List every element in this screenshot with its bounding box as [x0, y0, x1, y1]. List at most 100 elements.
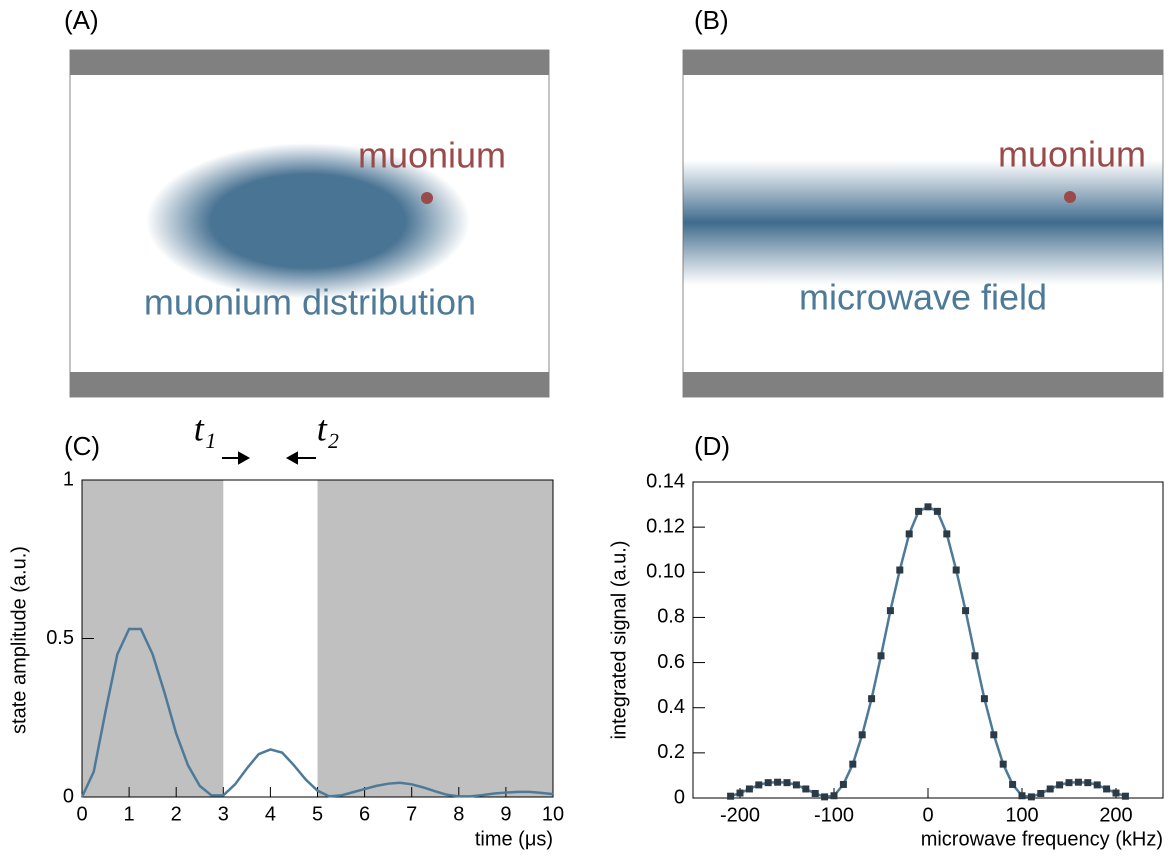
y-tick-label: 0 [674, 786, 685, 808]
x-tick-label: 3 [218, 803, 229, 825]
x-tick-label: -200 [720, 804, 760, 826]
muonium-dot [1064, 191, 1076, 203]
marker-label: muonium [358, 135, 506, 176]
x-tick-label: 2 [171, 803, 182, 825]
data-point [962, 607, 970, 615]
y-tick-label: 0.14 [646, 470, 685, 492]
data-point [783, 779, 791, 787]
y-tick-label: 1 [63, 468, 74, 490]
data-point [727, 792, 735, 800]
muonium-dot [421, 192, 433, 204]
data-point [1084, 779, 1092, 787]
shaded-region [82, 480, 224, 797]
data-point [792, 781, 800, 789]
data-point [830, 792, 838, 800]
data-point [1009, 780, 1017, 788]
data-point [849, 760, 857, 768]
annotation: t₂ [317, 408, 340, 448]
region-label: muonium distribution [144, 282, 476, 323]
data-point [1056, 781, 1064, 789]
data-point [915, 507, 923, 515]
panel-b: (B) muonium microwave field [682, 5, 1164, 398]
y-tick-label: 0.6 [657, 651, 685, 673]
plot-frame [692, 481, 1164, 799]
data-point [896, 566, 904, 574]
data-point [943, 530, 951, 538]
data-point [745, 785, 753, 793]
data-point [764, 779, 772, 787]
field-band [683, 160, 1163, 285]
data-point [905, 530, 913, 538]
y-tick-label: 0.2 [657, 741, 685, 763]
x-tick-label: 200 [1099, 804, 1132, 826]
shaded-region [317, 480, 553, 797]
x-tick-label: 4 [265, 803, 276, 825]
x-tick-label: 10 [542, 803, 564, 825]
data-point [999, 760, 1007, 768]
panel-a: (A) muonium muonium distribution [64, 5, 550, 398]
data-point [755, 781, 763, 789]
y-axis-label: state amplitude (a.u.) [8, 546, 30, 734]
data-point [821, 793, 829, 801]
data-point [802, 785, 810, 793]
plate [70, 50, 549, 75]
data-point [1121, 792, 1129, 800]
x-tick-label: 100 [1005, 804, 1038, 826]
data-point [1018, 792, 1026, 800]
x-tick-label: 9 [500, 803, 511, 825]
x-tick-label: 0 [922, 804, 933, 826]
y-axis-label: integrated signal (a.u.) [608, 540, 630, 739]
data-point [886, 607, 894, 615]
y-tick-label: 0.10 [646, 561, 685, 583]
x-tick-label: 1 [124, 803, 135, 825]
data-point [971, 652, 979, 660]
data-point [858, 731, 866, 739]
panel-label: (A) [64, 5, 99, 35]
data-point [990, 731, 998, 739]
x-axis-label: time (μs) [475, 828, 553, 850]
data-point [1046, 785, 1054, 793]
x-tick-label: 6 [359, 803, 370, 825]
data-point [868, 695, 876, 703]
data-point [952, 566, 960, 574]
fit-curve [730, 505, 1126, 799]
distribution [146, 143, 470, 299]
data-point [924, 503, 932, 511]
plate [683, 372, 1163, 397]
x-tick-label: 7 [406, 803, 417, 825]
plate [683, 50, 1163, 75]
x-tick-label: 8 [453, 803, 464, 825]
x-tick-label: -100 [814, 804, 854, 826]
y-tick-label: 0.12 [646, 515, 685, 537]
region-label: microwave field [799, 277, 1047, 318]
data-point [1065, 779, 1073, 787]
data-point [774, 778, 782, 786]
data-point [1093, 781, 1101, 789]
data-point [980, 695, 988, 703]
x-tick-label: 5 [312, 803, 323, 825]
curve [80, 627, 554, 798]
data-point [1027, 793, 1035, 801]
data-point [933, 507, 941, 515]
x-axis-label: microwave frequency (kHz) [921, 828, 1163, 850]
plate [70, 372, 549, 397]
marker-label: muonium [998, 134, 1146, 175]
data-point [1074, 778, 1082, 786]
annotation: t₁ [194, 408, 217, 448]
data-point [1103, 785, 1111, 793]
data-point [839, 780, 847, 788]
data-point [811, 789, 819, 797]
arrow [222, 451, 316, 465]
y-tick-label: 0.5 [46, 627, 74, 649]
panel-label: (D) [694, 431, 730, 461]
y-tick-label: 0 [63, 785, 74, 807]
x-tick-label: 0 [76, 803, 87, 825]
y-tick-label: 0.8 [657, 606, 685, 628]
data-point [877, 652, 885, 660]
panel-label: (C) [64, 431, 100, 461]
data-point [1037, 789, 1045, 797]
panel-label: (B) [694, 5, 729, 35]
y-tick-label: 0.4 [657, 696, 685, 718]
